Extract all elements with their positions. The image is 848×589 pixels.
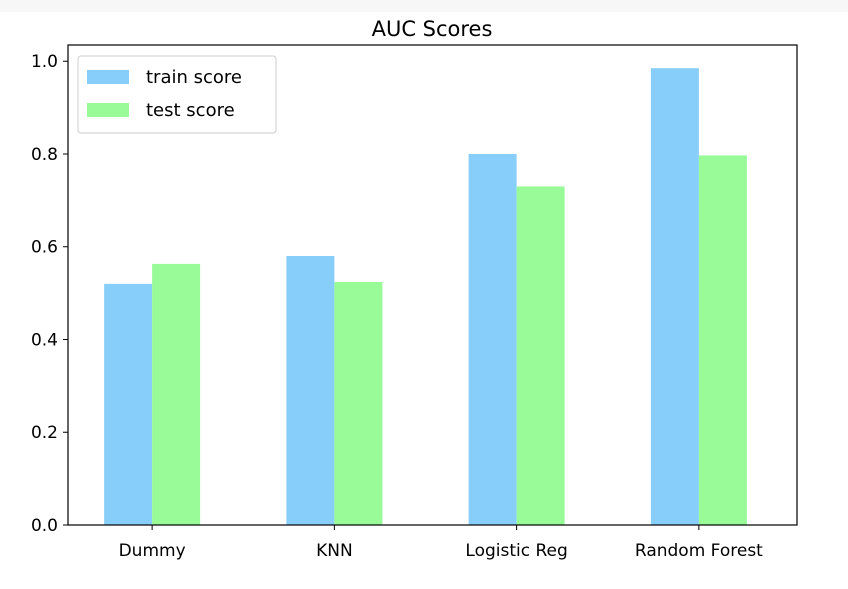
legend-swatch — [87, 103, 129, 117]
bar-train-2 — [468, 153, 517, 525]
x-tick-label: KNN — [316, 541, 353, 561]
y-tick-label: 0.2 — [31, 423, 58, 443]
x-tick-label: Logistic Reg — [465, 541, 567, 561]
x-tick-label: Random Forest — [635, 541, 763, 561]
bar-train-0 — [104, 283, 153, 525]
y-tick-label: 1.0 — [31, 52, 58, 72]
chart-title: AUC Scores — [372, 17, 493, 41]
legend: train score test score — [77, 55, 277, 134]
legend-label: test score — [146, 100, 235, 121]
bar-train-1 — [286, 256, 335, 525]
bar-test-3 — [698, 155, 747, 525]
y-axis: 0.0 0.2 0.4 0.6 0.8 1.0 — [31, 52, 68, 536]
legend-swatch — [87, 70, 129, 84]
bar-test-0 — [152, 263, 201, 525]
y-tick-label: 0.4 — [31, 330, 58, 350]
window-top-strip — [0, 0, 848, 12]
y-tick-label: 0.0 — [31, 516, 58, 536]
bar-test-1 — [334, 281, 383, 525]
bars-group — [104, 68, 747, 525]
plot-frame — [67, 44, 798, 526]
x-axis: Dummy KNN Logistic Reg Random Forest — [119, 525, 763, 561]
legend-label: train score — [146, 67, 242, 88]
y-tick-label: 0.8 — [31, 145, 58, 165]
bar-test-2 — [516, 186, 565, 525]
bar-train-3 — [650, 68, 699, 525]
x-tick-label: Dummy — [119, 541, 186, 561]
y-tick-label: 0.6 — [31, 238, 58, 258]
